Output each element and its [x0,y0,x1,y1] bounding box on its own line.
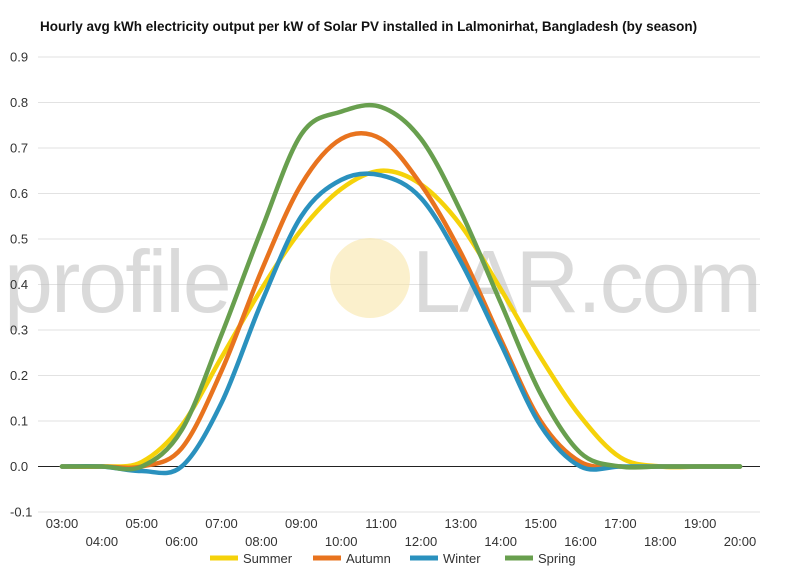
x-tick-label: 07:00 [205,516,238,531]
legend: Summer Autumn Winter Spring [210,551,576,566]
legend-item-spring[interactable]: Spring [505,551,576,566]
x-tick-label: 20:00 [724,534,757,549]
y-tick-label: 0.7 [10,141,28,156]
chart-title: Hourly avg kWh electricity output per kW… [40,19,698,34]
x-tick-label: 06:00 [165,534,198,549]
x-tick-label: 16:00 [564,534,597,549]
x-axis-ticks: 03:00 04:00 05:00 06:00 07:00 08:00 09:00 10:00… [46,516,757,549]
legend-label: Summer [243,551,293,566]
y-tick-label: 0.3 [10,323,28,338]
x-tick-label: 11:00 [365,516,397,531]
legend-label: Spring [538,551,576,566]
x-tick-label: 04:00 [86,534,119,549]
x-tick-label: 14:00 [484,534,517,549]
y-tick-label: 0.4 [10,277,28,292]
y-axis-ticks: -0.1 0.0 0.1 0.2 0.3 0.4 0.5 0.6 0.7 0.8 0.9 [10,50,32,520]
y-tick-label: 0.2 [10,368,28,383]
x-tick-label: 18:00 [644,534,677,549]
series-line-summer [59,168,743,470]
legend-item-summer[interactable]: Summer [210,551,293,566]
x-tick-label: 09:00 [285,516,318,531]
watermark-logo: profile LAR.com [4,232,762,331]
x-tick-label: 12:00 [405,534,438,549]
y-tick-label: -0.1 [10,505,32,520]
y-tick-label: 0.1 [10,414,28,429]
x-tick-label: 13:00 [445,516,478,531]
x-tick-label: 17:00 [604,516,637,531]
x-tick-label: 15:00 [524,516,557,531]
x-tick-label: 05:00 [125,516,158,531]
y-tick-label: 0.9 [10,50,28,65]
legend-label: Winter [443,551,481,566]
watermark-text-right: LAR.com [412,232,760,331]
x-tick-label: 10:00 [325,534,358,549]
y-tick-label: 0.5 [10,232,28,247]
legend-label: Autumn [346,551,391,566]
y-tick-label: 0.0 [10,459,28,474]
series-line-spring [59,102,743,472]
y-tick-label: 0.8 [10,95,28,110]
x-tick-label: 03:00 [46,516,79,531]
watermark-text-left: profile [4,232,230,331]
x-tick-label: 19:00 [684,516,717,531]
legend-item-winter[interactable]: Winter [410,551,481,566]
x-tick-label: 08:00 [245,534,278,549]
watermark-sun-icon [330,238,410,318]
y-tick-label: 0.6 [10,186,28,201]
series-lines [59,102,743,476]
legend-item-autumn[interactable]: Autumn [313,551,391,566]
